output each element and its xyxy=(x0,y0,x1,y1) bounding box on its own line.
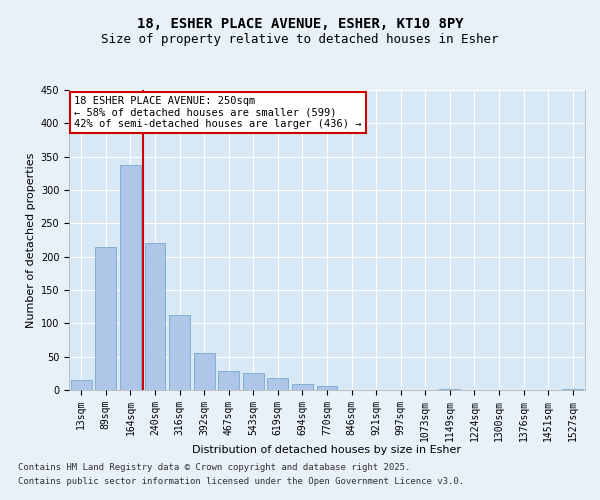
Text: Contains HM Land Registry data © Crown copyright and database right 2025.: Contains HM Land Registry data © Crown c… xyxy=(18,462,410,471)
Bar xyxy=(120,164,141,390)
Text: 18 ESHER PLACE AVENUE: 250sqm
← 58% of detached houses are smaller (599)
42% of : 18 ESHER PLACE AVENUE: 250sqm ← 58% of d… xyxy=(74,96,362,129)
Y-axis label: Number of detached properties: Number of detached properties xyxy=(26,152,37,328)
Bar xyxy=(243,372,264,390)
Bar xyxy=(292,384,313,390)
Bar xyxy=(95,246,116,390)
Bar xyxy=(145,244,166,390)
Text: Size of property relative to detached houses in Esher: Size of property relative to detached ho… xyxy=(101,32,499,46)
Bar xyxy=(562,388,583,390)
Bar xyxy=(317,386,337,390)
Text: Contains public sector information licensed under the Open Government Licence v3: Contains public sector information licen… xyxy=(18,478,464,486)
Bar xyxy=(71,380,92,390)
Bar xyxy=(218,372,239,390)
X-axis label: Distribution of detached houses by size in Esher: Distribution of detached houses by size … xyxy=(193,445,461,455)
Bar xyxy=(194,354,215,390)
Bar xyxy=(268,378,289,390)
Bar xyxy=(169,314,190,390)
Text: 18, ESHER PLACE AVENUE, ESHER, KT10 8PY: 18, ESHER PLACE AVENUE, ESHER, KT10 8PY xyxy=(137,18,463,32)
